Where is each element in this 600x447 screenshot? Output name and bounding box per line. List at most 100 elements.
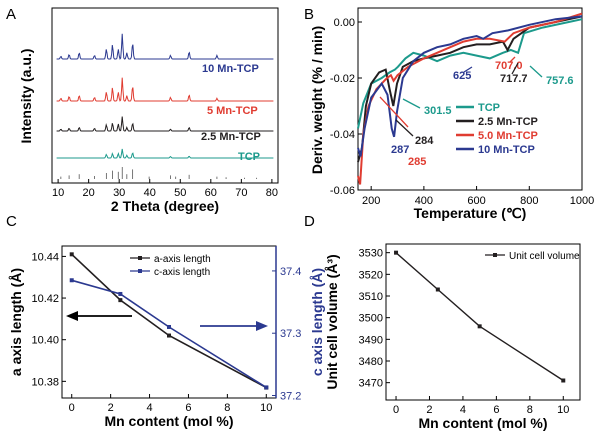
legend-marker-volume	[493, 253, 497, 257]
data-point	[561, 378, 566, 383]
y-tick-label: -0.02	[330, 73, 355, 85]
annotation-arrow	[379, 96, 409, 128]
legend: a-axis length c-axis length	[130, 254, 211, 278]
x-tick-label: 1000	[570, 195, 594, 207]
panel-label-a: A	[6, 6, 16, 23]
panel-label-c: C	[6, 213, 17, 230]
data-point	[167, 324, 171, 329]
x-tick-label: 800	[520, 195, 538, 207]
y-tick-label: -0.04	[330, 129, 355, 141]
plot-frame	[51, 7, 279, 184]
y-axis-label: Intensity (a.u.)	[18, 49, 34, 144]
peak-annotation: 301.5	[424, 105, 452, 117]
dtg-line-3	[357, 15, 583, 157]
panel-c-axis-length-chart: 0 2 4 6 8 1010.3810.4010.4210.4437.237.337.4 …	[8, 245, 325, 429]
xrd-line-2	[56, 116, 274, 132]
y-tick-label: -0.06	[330, 185, 355, 197]
legend-marker-a-axis	[138, 256, 142, 260]
xrd-line-3	[56, 148, 274, 159]
data-point	[69, 278, 74, 283]
x-tick-label: 10	[260, 402, 272, 414]
legend-label-volume: Unit cell volume	[509, 251, 580, 262]
x-tick-label: 0	[69, 402, 75, 414]
x-tick-label: 6	[493, 404, 499, 416]
panel-label-b: B	[304, 6, 314, 23]
data-point	[394, 250, 399, 255]
x-tick-label: 10	[557, 404, 569, 416]
series-line-0	[71, 253, 267, 389]
peak-annotation: 285	[408, 156, 426, 168]
series-label-2-5mn: 2.5 Mn-TCP	[201, 131, 261, 143]
x-tick-label: 2	[108, 402, 114, 414]
x-tick-label: 200	[362, 195, 380, 207]
right-arrow	[200, 321, 268, 331]
peak-annotation: 707.0	[495, 60, 523, 72]
x-tick-label: 2	[426, 404, 432, 416]
x-axis-label: 2 Theta (degree)	[111, 198, 219, 214]
data-point	[264, 385, 269, 390]
annotation-arrow	[395, 119, 414, 137]
legend-label-c-axis: c-axis length	[154, 267, 210, 278]
x-tick-label: 6	[185, 402, 191, 414]
y-tick-label: 10.40	[31, 335, 59, 347]
y2-tick-label: 37.4	[280, 266, 301, 278]
peak-annotation: 284	[415, 135, 434, 147]
y-tick-label: 10.42	[31, 293, 59, 305]
data-point	[477, 324, 482, 329]
y-tick-label: 3530	[359, 248, 383, 260]
y-axis-label: Deriv. weight (% / min)	[309, 26, 325, 174]
annotation-arrow	[511, 62, 519, 75]
plot-frame	[385, 243, 581, 401]
peak-annotation: 625	[453, 70, 471, 82]
x-tick-label: 600	[467, 195, 485, 207]
y2-axis-label: c axis length (Å)	[309, 268, 325, 376]
panel-label-d: D	[304, 213, 315, 230]
series-label-10mn: 10 Mn-TCP	[202, 63, 259, 75]
x-tick-label: 8	[224, 402, 230, 414]
legend-label-10mn: 10 Mn-TCP	[478, 144, 535, 156]
legend-label-a-axis: a-axis length	[154, 254, 211, 265]
data-point	[69, 252, 74, 257]
y-tick-label: 10.44	[31, 251, 59, 263]
series-line-volume	[395, 252, 564, 382]
legend: TCP 2.5 Mn-TCP 5.0 Mn-TCP 10 Mn-TCP	[456, 102, 538, 156]
series-line-1	[71, 279, 267, 389]
y-tick-label: 3470	[359, 378, 383, 390]
legend-label-2-5mn: 2.5 Mn-TCP	[478, 116, 538, 128]
y-tick-label: 10.38	[31, 376, 59, 388]
left-arrow	[66, 311, 132, 321]
y-tick-label: 3520	[359, 269, 383, 281]
data-point	[167, 333, 171, 338]
panel-d-unit-cell-chart: 0 2 4 6 8 10 3470 3480 3490 3500 3510 3520 3530 Mn c…	[324, 243, 581, 431]
y-tick-label: 0.00	[334, 17, 355, 29]
data-point	[118, 298, 123, 303]
x-tick-label: 50	[174, 187, 186, 199]
panel-b-dtg-chart: 200 400 600 800 1000 0.00 -0.02 -0.04 -0.06 Temp…	[309, 7, 594, 221]
x-tick-label: 10	[52, 187, 64, 199]
y-axis-label: Unit cell volume (Å³)	[324, 254, 340, 389]
peak-annotation: 757.6	[546, 75, 574, 87]
y-axis-label: a axis length (Å)	[8, 268, 24, 376]
series-label-5mn: 5 Mn-TCP	[207, 105, 258, 117]
x-axis-label: Mn content (mol %)	[418, 415, 547, 431]
panel-a-xrd-chart: 10 20 30 40 50 60 70 80 2 Theta (degree) Intens…	[18, 7, 279, 214]
y2-tick-label: 37.2	[280, 391, 301, 403]
annotation-arrow	[509, 56, 516, 63]
legend-label-tcp: TCP	[478, 102, 500, 114]
x-tick-label: 60	[205, 187, 217, 199]
peak-annotation: 717.7	[500, 73, 528, 85]
y-tick-label: 3510	[359, 291, 383, 303]
y-tick-label: 3480	[359, 356, 383, 368]
dtg-line-0	[357, 18, 583, 129]
x-tick-label: 80	[266, 187, 278, 199]
x-tick-label: 4	[146, 402, 152, 414]
x-tick-label: 30	[113, 187, 125, 199]
series-label-tcp: TCP	[238, 151, 260, 163]
annotation-arrow	[402, 98, 421, 109]
x-axis-label: Mn content (mol %)	[104, 413, 233, 429]
peak-annotation: 287	[391, 144, 409, 156]
x-axis-label: Temperature (℃)	[414, 205, 527, 221]
x-tick-label: 8	[527, 404, 533, 416]
plot-frame	[357, 7, 583, 191]
